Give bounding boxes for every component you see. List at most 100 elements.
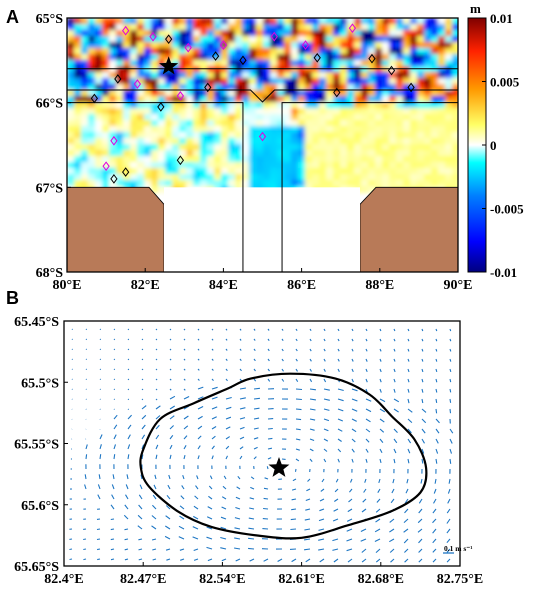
- velocity-vector: [248, 527, 255, 530]
- velocity-vector: [318, 548, 325, 551]
- velocity-vector: [321, 478, 325, 483]
- velocity-vector: [389, 518, 395, 523]
- velocity-vector: [197, 425, 203, 430]
- velocity-vector: [309, 458, 313, 462]
- velocity-vector: [113, 338, 116, 341]
- diamond-magenta: [133, 79, 142, 89]
- velocity-vector: [379, 418, 385, 423]
- velocity-vector: [169, 434, 174, 440]
- velocity-vector: [99, 434, 103, 440]
- y-tick-label-a: 66°S: [36, 97, 64, 112]
- velocity-vector: [348, 488, 353, 493]
- velocity-vector: [179, 548, 185, 551]
- velocity-vector: [304, 518, 311, 521]
- velocity-vector: [113, 328, 116, 331]
- velocity-vector: [155, 368, 158, 371]
- velocity-vector: [379, 398, 386, 403]
- velocity-vector: [253, 437, 259, 440]
- velocity-vector: [197, 348, 200, 351]
- y-tick-label-b: 65.65°S: [14, 560, 59, 575]
- velocity-vector: [351, 448, 355, 453]
- velocity-vector: [449, 338, 452, 342]
- velocity-vector: [249, 558, 255, 562]
- velocity-vector: [155, 388, 158, 391]
- x-tick-label-a: 82°E: [131, 278, 160, 293]
- velocity-vector: [141, 454, 144, 460]
- velocity-vector: [155, 328, 158, 331]
- velocity-vector: [267, 348, 270, 352]
- velocity-vector: [295, 398, 302, 401]
- velocity-vector: [407, 438, 412, 444]
- velocity-vector: [379, 358, 382, 362]
- velocity-vector: [110, 558, 115, 561]
- velocity-vector: [351, 398, 358, 402]
- velocity-vector: [337, 438, 342, 442]
- velocity-vector: [169, 425, 174, 430]
- velocity-vector: [337, 338, 340, 342]
- velocity-vector: [267, 358, 270, 362]
- velocity-vector: [404, 548, 409, 553]
- velocity-vector: [446, 538, 451, 544]
- velocity-vector: [417, 518, 423, 524]
- velocity-vector: [225, 416, 232, 420]
- velocity-vector: [169, 444, 173, 450]
- velocity-vector: [111, 494, 115, 500]
- velocity-vector: [309, 328, 312, 331]
- velocity-vector: [295, 448, 300, 451]
- velocity-vector: [295, 368, 298, 372]
- velocity-vector: [127, 444, 131, 450]
- x-tick-label-b: 82.68°E: [358, 572, 404, 587]
- velocity-vector: [376, 498, 381, 503]
- velocity-vector: [323, 378, 327, 383]
- velocity-vector: [253, 338, 256, 341]
- velocity-vector: [206, 536, 213, 540]
- velocity-vector: [211, 406, 218, 410]
- velocity-vector: [351, 378, 354, 383]
- velocity-vector: [304, 538, 311, 541]
- velocity-vector: [113, 424, 118, 430]
- panel-b-plot-area: [64, 321, 460, 566]
- velocity-vector: [267, 437, 273, 440]
- velocity-vector: [220, 526, 227, 530]
- velocity-vector: [167, 484, 171, 490]
- velocity-vector: [179, 505, 185, 510]
- eddy-boundary: [139, 372, 428, 540]
- velocity-vector: [141, 414, 147, 420]
- diamond-black: [114, 74, 122, 84]
- velocity-vector: [197, 358, 200, 361]
- diamond-magenta: [110, 135, 118, 146]
- velocity-vector: [379, 348, 382, 352]
- velocity-vector: [211, 328, 214, 331]
- diamond-magenta: [184, 42, 192, 53]
- velocity-vector: [379, 378, 382, 383]
- velocity-vector: [295, 418, 302, 421]
- velocity-vector: [197, 435, 202, 440]
- velocity-vector: [267, 368, 270, 372]
- velocity-vector: [183, 388, 186, 391]
- velocity-vector: [309, 448, 314, 452]
- velocity-vector: [323, 358, 326, 362]
- velocity-vector: [178, 525, 185, 530]
- velocity-vector: [211, 445, 215, 450]
- velocity-vector: [435, 338, 438, 342]
- velocity-vector: [183, 328, 186, 331]
- velocity-vector: [281, 338, 284, 342]
- velocity-vector: [392, 478, 395, 484]
- velocity-vector: [113, 414, 118, 420]
- velocity-vector: [323, 428, 329, 432]
- diamond-black: [313, 52, 321, 63]
- velocity-vector: [349, 478, 353, 483]
- velocity-vector: [421, 348, 424, 352]
- velocity-vector: [183, 368, 186, 371]
- velocity-vector: [183, 338, 186, 341]
- vector-scale: 0.1 m s⁻¹: [443, 544, 473, 554]
- velocity-vector: [323, 328, 326, 332]
- velocity-vector: [239, 328, 242, 331]
- velocity-vector: [113, 408, 115, 410]
- velocity-vector: [351, 358, 354, 362]
- velocity-vector: [248, 537, 255, 540]
- velocity-vector: [365, 408, 372, 413]
- velocity-vector: [169, 358, 172, 361]
- velocity-vector: [239, 446, 244, 450]
- velocity-vector: [351, 428, 357, 433]
